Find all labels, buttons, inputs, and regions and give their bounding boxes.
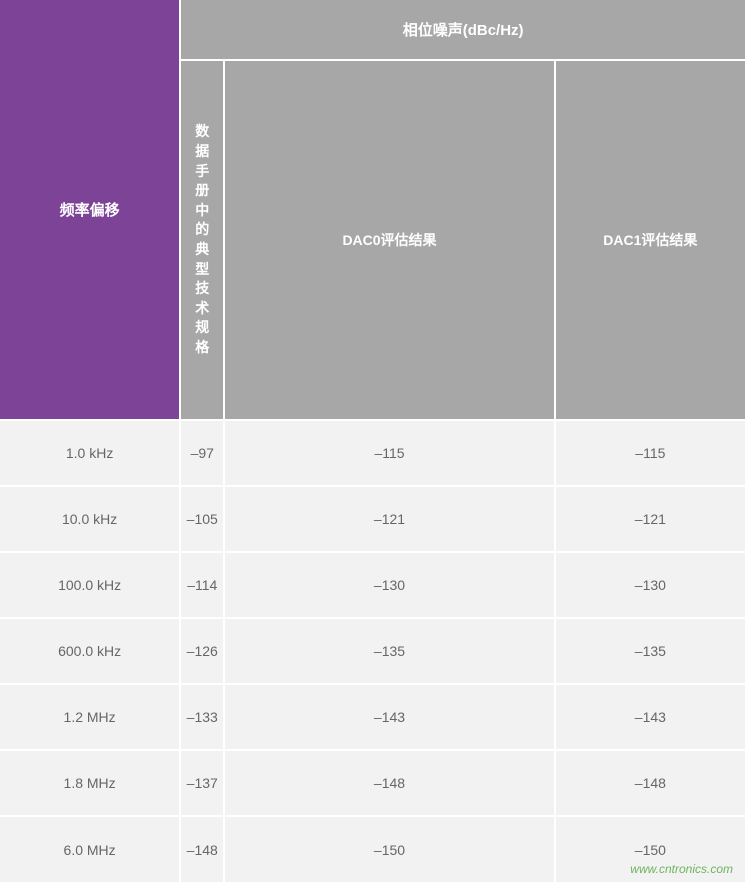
table-row: 1.0 kHz –97 –115 –115 (0, 420, 745, 486)
phase-noise-table: 频率偏移 相位噪声(dBc/Hz) 数据手册中的典型技术规格 DAC0评估结果 … (0, 0, 745, 882)
sub-header-spec: 数据手册中的典型技术规格 (180, 60, 224, 420)
table-row: 1.8 MHz –137 –148 –148 (0, 750, 745, 816)
sub-header-dac1: DAC1评估结果 (555, 60, 745, 420)
table-body: 1.0 kHz –97 –115 –115 10.0 kHz –105 –121… (0, 420, 745, 882)
table-row: 600.0 kHz –126 –135 –135 (0, 618, 745, 684)
dac1-cell: –130 (555, 552, 745, 618)
dac1-cell: –143 (555, 684, 745, 750)
dac1-cell: –115 (555, 420, 745, 486)
spec-cell: –97 (180, 420, 224, 486)
dac0-cell: –130 (224, 552, 554, 618)
dac0-cell: –143 (224, 684, 554, 750)
table-row: 1.2 MHz –133 –143 –143 (0, 684, 745, 750)
dac1-cell: –121 (555, 486, 745, 552)
table-row: 10.0 kHz –105 –121 –121 (0, 486, 745, 552)
spec-cell: –133 (180, 684, 224, 750)
spec-cell: –148 (180, 816, 224, 882)
dac0-cell: –150 (224, 816, 554, 882)
spec-cell: –126 (180, 618, 224, 684)
freq-cell: 10.0 kHz (0, 486, 180, 552)
group-header: 相位噪声(dBc/Hz) (180, 0, 745, 60)
freq-cell: 1.0 kHz (0, 420, 180, 486)
spec-cell: –105 (180, 486, 224, 552)
sub-header-dac0: DAC0评估结果 (224, 60, 554, 420)
spec-cell: –114 (180, 552, 224, 618)
dac0-cell: –135 (224, 618, 554, 684)
freq-cell: 600.0 kHz (0, 618, 180, 684)
freq-cell: 1.2 MHz (0, 684, 180, 750)
watermark: www.cntronics.com (630, 862, 733, 876)
spec-cell: –137 (180, 750, 224, 816)
table-row: 100.0 kHz –114 –130 –130 (0, 552, 745, 618)
dac1-cell: –148 (555, 750, 745, 816)
dac1-cell: –135 (555, 618, 745, 684)
freq-cell: 6.0 MHz (0, 816, 180, 882)
freq-cell: 1.8 MHz (0, 750, 180, 816)
dac0-cell: –148 (224, 750, 554, 816)
row-header: 频率偏移 (0, 0, 180, 420)
freq-cell: 100.0 kHz (0, 552, 180, 618)
dac0-cell: –121 (224, 486, 554, 552)
dac0-cell: –115 (224, 420, 554, 486)
